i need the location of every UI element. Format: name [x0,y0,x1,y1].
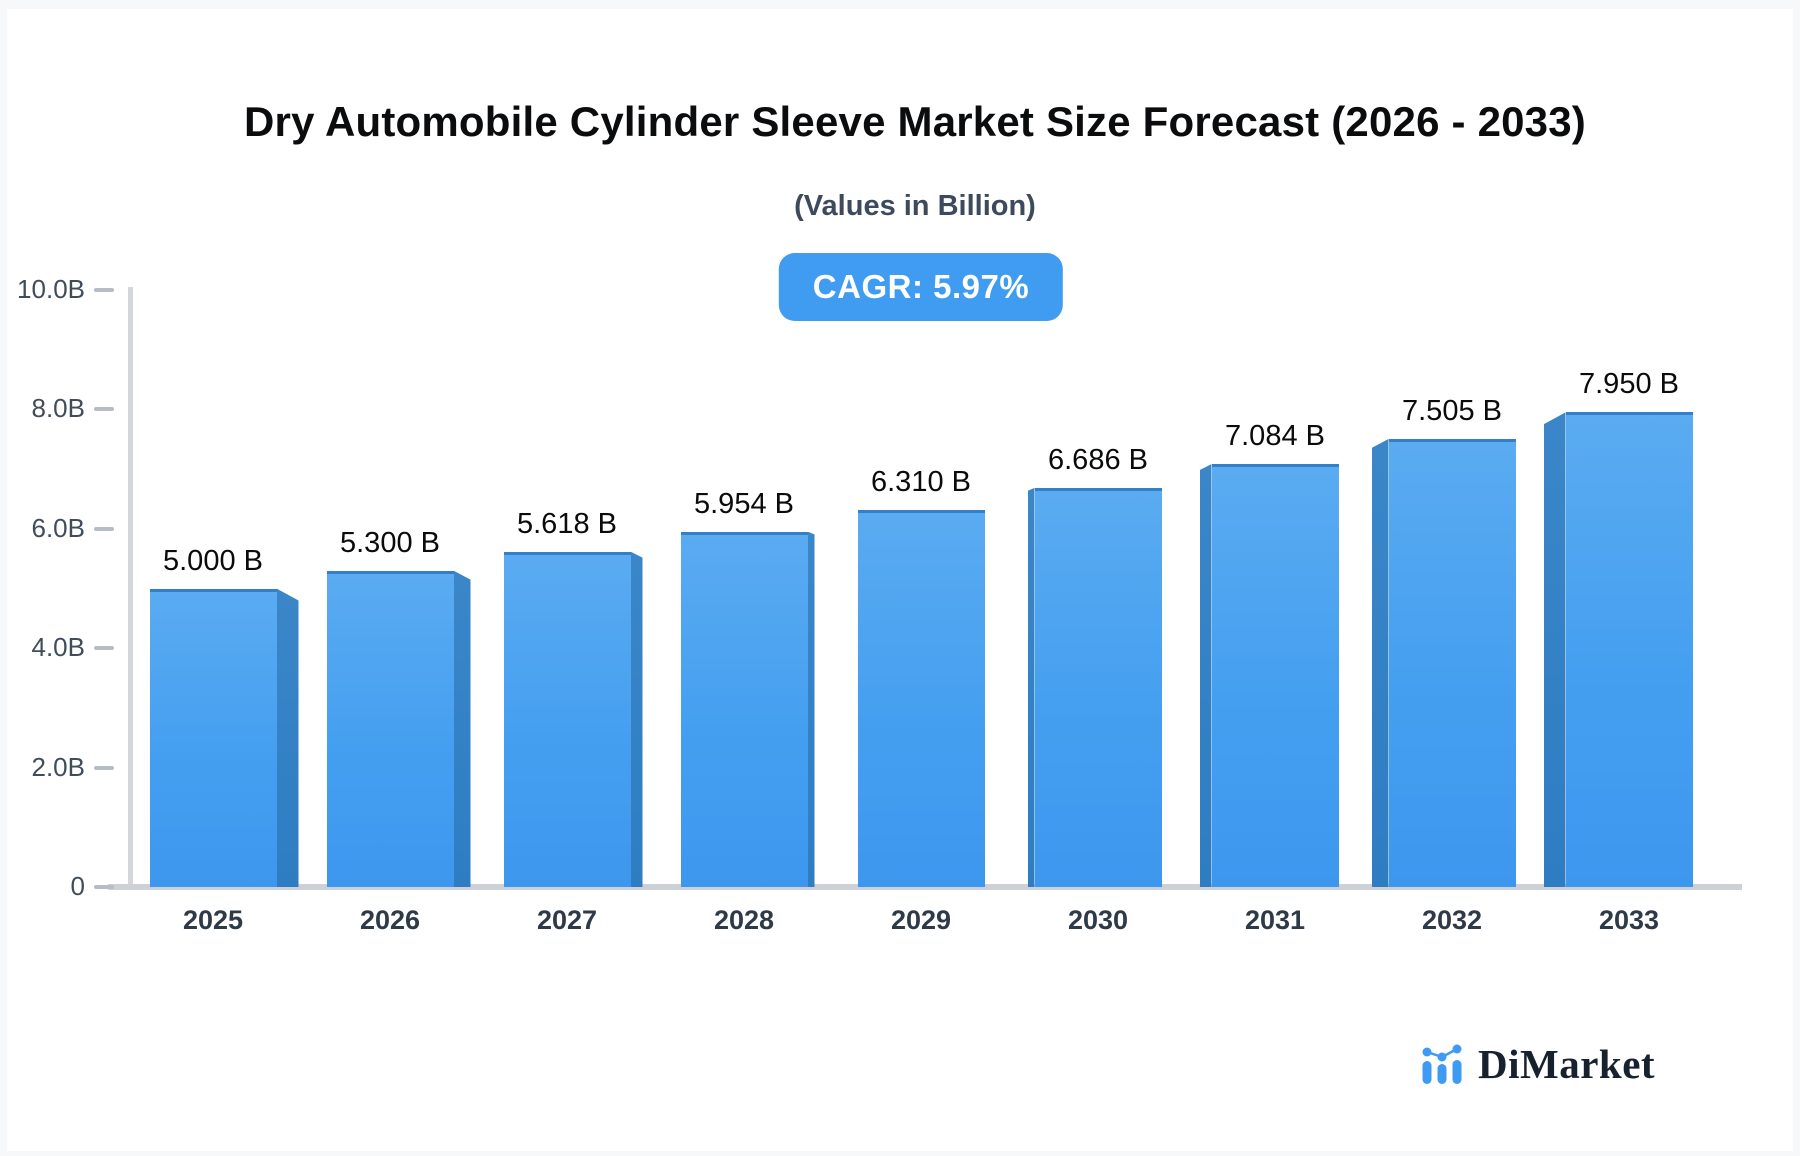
chart-title: Dry Automobile Cylinder Sleeve Market Si… [244,98,1586,145]
x-axis-label: 2030 [1067,905,1129,935]
bar-value-label: 7.505 B [1402,394,1502,427]
dimarket-logo-text: DiMarket [1478,1041,1656,1087]
bar-value-label: 7.950 B [1579,368,1679,401]
x-axis-label: 2026 [359,905,421,935]
bar-2025 [149,588,277,887]
bar-value-label: 5.300 B [340,526,440,559]
bar-side-2028 [807,531,815,887]
y-tick-mark [94,765,114,770]
chart-subtitle: (Values in Billion) [794,190,1036,222]
bar-value-label: 5.000 B [163,544,263,577]
bar-2029 [857,510,985,887]
y-tick-label: 2.0B [31,751,86,782]
bar-2030 [1034,487,1162,887]
y-tick-mark [94,526,114,531]
y-tick-mark [94,646,114,651]
x-axis-label: 2027 [536,905,598,935]
bar-2026 [326,570,454,887]
x-axis-baseline [108,884,1742,890]
bar-side-2033 [1543,412,1566,887]
x-axis-label: 2029 [890,905,952,935]
x-axis-label: 2028 [713,905,775,935]
y-tick-label: 4.0B [31,632,86,663]
x-axis-label: 2032 [1421,905,1483,935]
bar-value-label: 6.686 B [1048,443,1148,476]
y-tick-label: 10.0B [17,274,85,304]
dimarket-logo: DiMarket [1421,1040,1655,1088]
bar-2028 [680,531,808,887]
bar-2033 [1565,412,1693,887]
dimarket-logo-icon [1422,1044,1462,1084]
bar-value-label: 5.618 B [517,507,617,540]
x-axis-label: 2025 [182,905,244,935]
x-axis-label: 2031 [1244,905,1306,935]
bar-value-label: 7.084 B [1225,420,1325,453]
y-tick-label: 0 [70,871,85,901]
bar-value-label: 6.310 B [871,466,971,499]
bar-side-2027 [630,551,643,887]
y-tick-mark [94,407,114,412]
bar-side-2031 [1199,464,1212,887]
bar-2027 [503,551,631,887]
y-tick-mark [94,885,114,889]
bar-2031 [1211,464,1339,887]
bar-side-2030 [1027,487,1035,887]
bar-value-label: 5.954 B [694,487,794,520]
bar-side-2032 [1371,438,1389,887]
cagr-badge: CAGR: 5.97% [778,253,1064,321]
x-axis-label: 2033 [1598,905,1660,935]
bar-side-2026 [453,570,471,887]
bar-2032 [1388,438,1516,887]
y-tick-mark [94,288,114,292]
y-tick-label: 6.0B [31,512,86,543]
y-axis-line [128,287,133,888]
y-tick-label: 8.0B [31,393,86,424]
bar-side-2025 [276,588,299,887]
